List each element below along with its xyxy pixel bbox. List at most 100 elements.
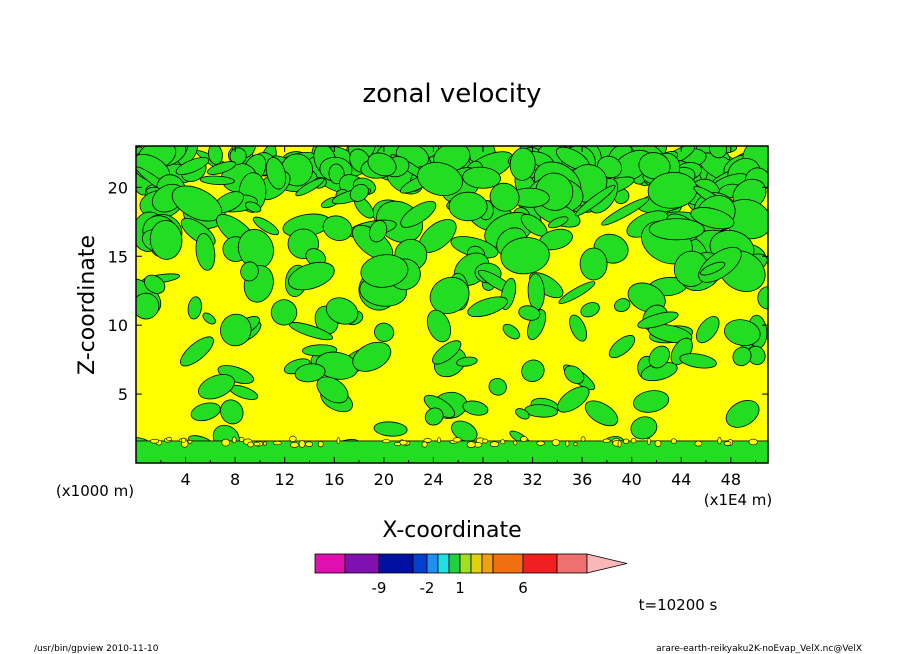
negative-region: [580, 302, 600, 318]
negative-region: [608, 335, 636, 359]
chart-title: zonal velocity: [362, 79, 541, 109]
negative-region: [637, 311, 679, 329]
negative-region: [462, 166, 501, 189]
negative-region: [349, 183, 369, 202]
y-tick-label: 10: [108, 316, 128, 335]
colorbar-segment: [344, 553, 380, 574]
plot-frame: [135, 145, 769, 464]
negative-region: [199, 175, 235, 185]
negative-region: [515, 408, 530, 420]
surface-cell: [247, 441, 254, 448]
negative-region: [294, 363, 326, 383]
colorbar-segment: [481, 553, 494, 574]
negative-region: [679, 353, 717, 369]
colorbar-segment: [412, 553, 428, 574]
surface-cell: [394, 441, 401, 446]
surface-cell: [489, 441, 500, 448]
negative-region: [374, 322, 395, 342]
surface-cell: [289, 435, 297, 443]
negative-region: [700, 261, 726, 276]
x-tick-label: 4: [180, 470, 190, 489]
surface-cell: [231, 436, 237, 444]
surface-cell: [421, 441, 428, 448]
negative-region: [548, 216, 569, 229]
negative-region: [558, 281, 596, 304]
negative-region: [630, 416, 658, 440]
surface-cell: [623, 438, 630, 444]
negative-region: [288, 261, 335, 291]
y-tick-label: 20: [108, 178, 128, 197]
negative-region: [527, 309, 547, 341]
negative-region: [690, 207, 735, 230]
negative-region: [456, 356, 478, 367]
surface-cell: [305, 441, 313, 447]
negative-region: [360, 254, 409, 288]
negative-region: [708, 146, 728, 159]
surface-cell: [647, 437, 651, 445]
negative-region: [400, 200, 437, 228]
surface-cell: [520, 435, 528, 442]
colorbar-segment: [470, 553, 483, 574]
negative-region: [295, 177, 325, 197]
negative-region: [229, 147, 247, 165]
negative-region: [136, 292, 160, 320]
negative-region: [518, 305, 541, 321]
surface-cell: [298, 440, 306, 448]
negative-region: [557, 386, 590, 413]
negative-region: [467, 296, 508, 318]
surface-cell: [573, 442, 578, 447]
surface-cell: [500, 439, 506, 445]
surface-cell: [723, 441, 732, 446]
negative-region: [190, 402, 221, 422]
x-tick-label: 8: [230, 470, 240, 489]
negative-region: [638, 152, 671, 180]
x-tick-label: 28: [473, 470, 493, 489]
colorbar-segment: [314, 553, 346, 574]
negative-region: [252, 216, 279, 236]
colorbar-arrow: [586, 553, 628, 574]
surface-cell: [452, 437, 462, 443]
surface-cell: [748, 438, 758, 446]
negative-region: [325, 297, 359, 325]
negative-region: [187, 296, 202, 320]
negative-region: [316, 376, 349, 404]
colorbar: [314, 553, 628, 574]
colorbar-segment: [378, 553, 414, 574]
y-axis-ticks: 5 10 15 20: [108, 178, 768, 404]
negative-region: [732, 346, 752, 367]
surface-cell: [180, 437, 187, 443]
surface-cell: [253, 441, 261, 447]
surface-cell: [187, 439, 193, 444]
surface-cell: [272, 440, 282, 446]
surface-cell: [717, 437, 722, 445]
negative-region: [175, 157, 210, 175]
surface-cell: [482, 438, 489, 444]
y-unit-label: (x1000 m): [56, 482, 134, 500]
negative-region: [240, 261, 259, 282]
negative-region: [322, 215, 353, 241]
negative-region: [584, 400, 619, 427]
negative-region: [367, 152, 397, 177]
x-tick-label: 44: [671, 470, 691, 489]
y-tick-label: 5: [118, 385, 128, 404]
surface-cell: [602, 438, 611, 443]
surface-cell: [654, 440, 662, 447]
surface-cell: [617, 440, 622, 448]
x-axis-ticks: 4 8 12 16 20 24 28 32 36 40 44 48: [160, 146, 757, 489]
negative-region: [143, 274, 166, 294]
y-axis-label: Z-coordinate: [75, 235, 100, 375]
negative-region: [489, 182, 520, 212]
negative-region: [648, 218, 705, 241]
colorbar-segment: [556, 553, 588, 574]
x-tick-label: 12: [275, 470, 295, 489]
colorbar-segment: [459, 553, 472, 574]
negative-region: [352, 341, 392, 372]
surface-cell: [238, 436, 245, 442]
negative-region: [265, 157, 287, 190]
negative-region: [448, 191, 488, 222]
colorbar-segment: [492, 553, 524, 574]
negative-region: [462, 400, 489, 416]
negative-region: [206, 161, 237, 175]
surface-cell: [513, 440, 518, 446]
